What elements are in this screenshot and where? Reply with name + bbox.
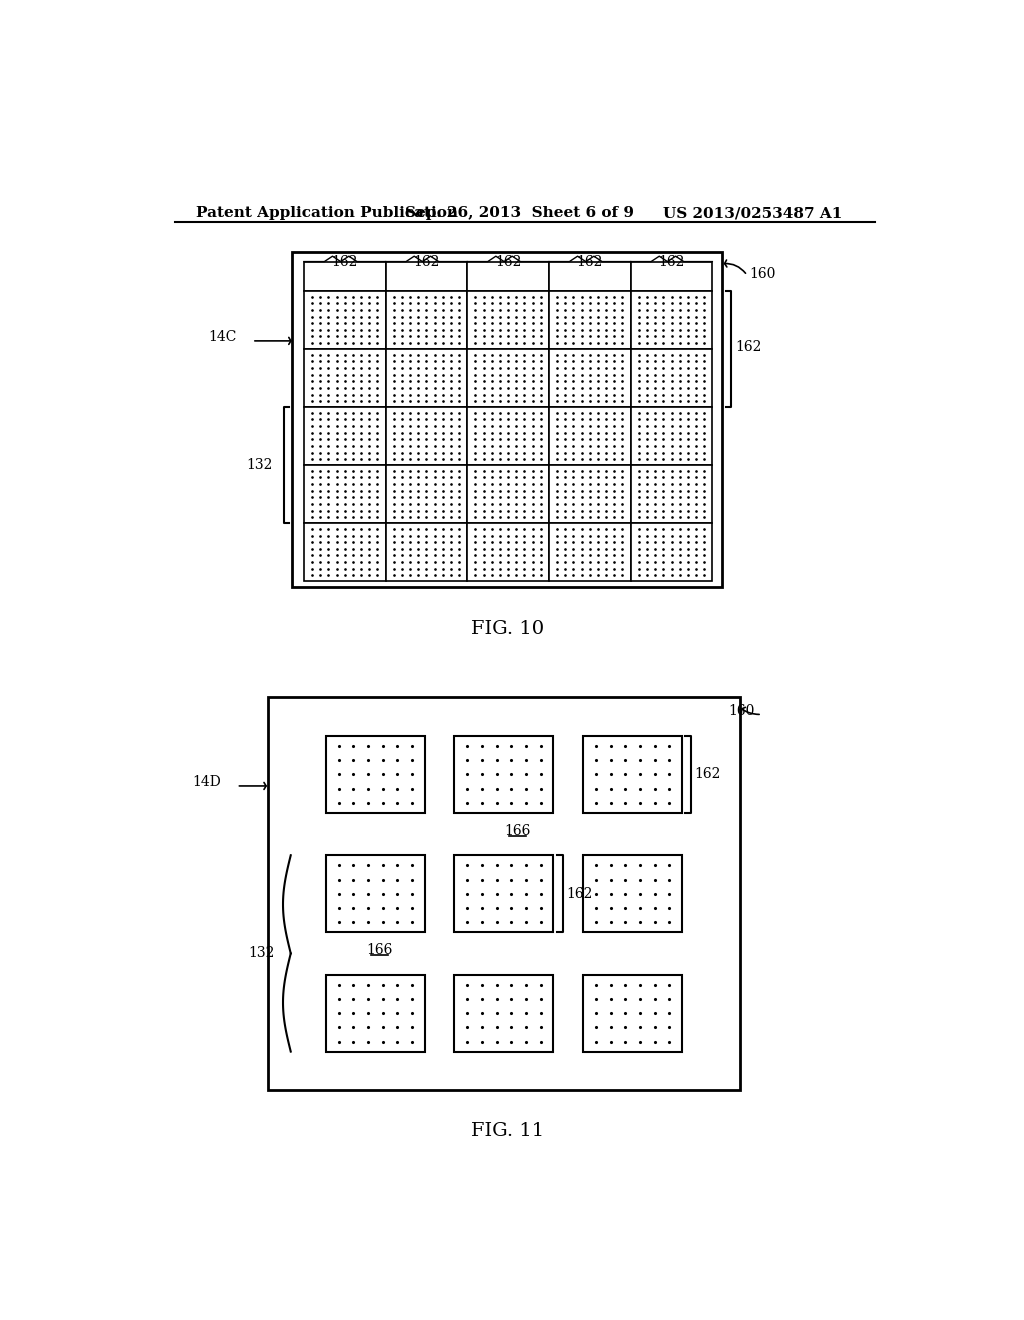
Bar: [549, 348, 631, 407]
Bar: [326, 737, 425, 813]
Text: 162: 162: [735, 341, 761, 354]
Text: Sep. 26, 2013  Sheet 6 of 9: Sep. 26, 2013 Sheet 6 of 9: [406, 206, 635, 220]
Bar: [631, 407, 713, 465]
Text: Patent Application Publication: Patent Application Publication: [197, 206, 458, 220]
Bar: [631, 465, 713, 523]
Bar: [386, 261, 467, 290]
Bar: [304, 290, 386, 348]
Bar: [549, 523, 631, 581]
Bar: [386, 465, 467, 523]
Text: 166: 166: [366, 944, 392, 957]
Text: 162: 162: [694, 767, 721, 781]
Text: 14C: 14C: [208, 330, 237, 345]
Bar: [467, 407, 549, 465]
Bar: [455, 974, 554, 1052]
Bar: [549, 407, 631, 465]
Bar: [467, 348, 549, 407]
Text: 162: 162: [332, 255, 358, 269]
Bar: [326, 855, 425, 932]
Bar: [267, 697, 740, 1090]
Bar: [304, 407, 386, 465]
Bar: [326, 974, 425, 1052]
Text: 14D: 14D: [193, 775, 221, 789]
Bar: [455, 737, 554, 813]
Text: 162: 162: [495, 255, 521, 269]
Text: 162: 162: [414, 255, 439, 269]
Bar: [583, 974, 682, 1052]
Bar: [304, 465, 386, 523]
Text: 162: 162: [566, 887, 592, 900]
Text: 160: 160: [750, 267, 776, 281]
Bar: [467, 523, 549, 581]
Text: US 2013/0253487 A1: US 2013/0253487 A1: [663, 206, 842, 220]
Bar: [304, 348, 386, 407]
Bar: [549, 261, 631, 290]
Bar: [292, 252, 722, 587]
Text: 162: 162: [577, 255, 603, 269]
Bar: [386, 290, 467, 348]
Text: FIG. 11: FIG. 11: [471, 1122, 545, 1140]
Text: 160: 160: [729, 705, 755, 718]
Bar: [467, 465, 549, 523]
Bar: [304, 261, 386, 290]
Bar: [549, 465, 631, 523]
Bar: [467, 261, 549, 290]
Bar: [631, 523, 713, 581]
Bar: [386, 523, 467, 581]
Bar: [467, 290, 549, 348]
Bar: [386, 348, 467, 407]
Text: 132: 132: [247, 458, 273, 473]
Bar: [583, 855, 682, 932]
Bar: [455, 855, 554, 932]
Bar: [549, 290, 631, 348]
Text: 162: 162: [658, 255, 685, 269]
Bar: [631, 348, 713, 407]
Text: FIG. 10: FIG. 10: [471, 619, 545, 638]
Bar: [631, 261, 713, 290]
Bar: [583, 737, 682, 813]
Text: 132: 132: [248, 946, 274, 961]
Text: 166: 166: [505, 824, 531, 838]
Bar: [304, 523, 386, 581]
Bar: [386, 407, 467, 465]
Bar: [631, 290, 713, 348]
